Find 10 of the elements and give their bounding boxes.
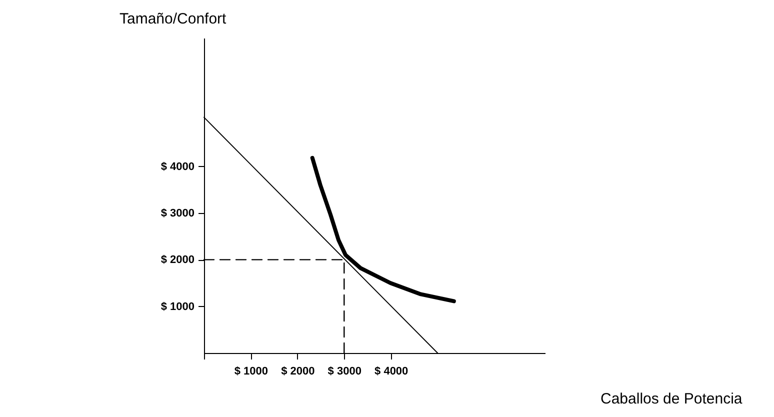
y-axis-title: Tamaño/Confort — [120, 10, 228, 28]
y-tick-label: $ 3000 — [160, 208, 194, 220]
x-tick-label: $ 4000 — [374, 366, 408, 378]
x-axis-title: Caballos de Potencia — [600, 390, 743, 408]
y-tick-label: $ 4000 — [160, 160, 194, 173]
x-tick-label: $ 2000 — [281, 366, 315, 378]
x-tick-label: $ 1000 — [234, 366, 268, 378]
y-tick-label: $ 1000 — [160, 300, 194, 313]
y-tick-label: $ 2000 — [160, 254, 194, 266]
x-tick-label: $ 3000 — [328, 366, 362, 378]
